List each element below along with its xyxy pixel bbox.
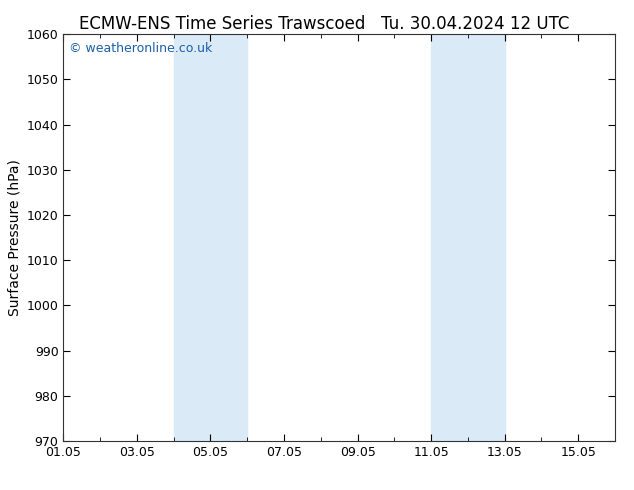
Y-axis label: Surface Pressure (hPa): Surface Pressure (hPa) [7, 159, 21, 316]
Text: ECMW-ENS Time Series Trawscoed: ECMW-ENS Time Series Trawscoed [79, 15, 365, 33]
Text: Tu. 30.04.2024 12 UTC: Tu. 30.04.2024 12 UTC [381, 15, 570, 33]
Bar [174, 34, 247, 441]
Text: © weatheronline.co.uk: © weatheronline.co.uk [69, 43, 212, 55]
Bar [431, 34, 505, 441]
